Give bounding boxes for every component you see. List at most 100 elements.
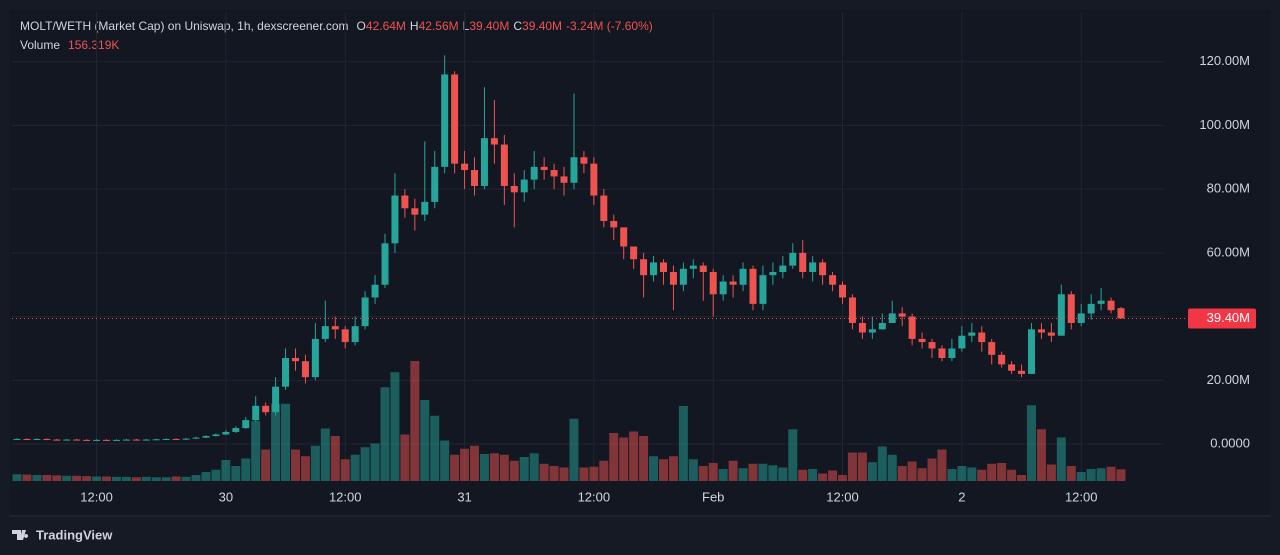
candle-body — [610, 221, 618, 228]
candle-body — [222, 431, 230, 435]
ohlc-value: 39.40M — [522, 19, 562, 33]
ohlc-key: O — [357, 19, 366, 33]
volume-bar — [1106, 466, 1116, 481]
volume-bar — [549, 466, 559, 481]
volume-bar — [350, 454, 360, 481]
chart-title: MOLT/WETH (Market Cap) on Uniswap, 1h, d… — [20, 19, 349, 33]
candle-body — [43, 438, 51, 440]
volume-bar — [987, 463, 997, 481]
candle-body — [500, 144, 508, 186]
volume-bar — [231, 466, 241, 481]
candle-body — [689, 265, 697, 269]
volume-bar — [678, 406, 688, 481]
candle-body — [490, 138, 498, 145]
candle-body — [998, 354, 1006, 365]
candle-body — [351, 326, 359, 343]
volume-bar — [290, 449, 300, 481]
volume-bar — [1036, 429, 1046, 481]
x-tick-label: Feb — [702, 489, 724, 504]
volume-bar — [161, 477, 171, 481]
x-tick-label: 12:00 — [80, 489, 113, 504]
candle-body — [1047, 332, 1055, 336]
volume-bar — [529, 453, 539, 481]
candle-body — [142, 439, 150, 441]
candle-body — [451, 74, 459, 164]
volume-bar — [808, 469, 818, 481]
candle-body — [769, 271, 777, 276]
candle-body — [63, 439, 71, 441]
volume-bar — [72, 475, 82, 481]
candle-body — [291, 358, 299, 362]
header: MOLT/WETH (Market Cap) on Uniswap, 1h, d… — [20, 19, 653, 33]
candle-body — [868, 329, 876, 333]
y-tick-label: 120.00M — [1199, 53, 1250, 68]
candle-body — [411, 208, 419, 215]
candle-body — [480, 138, 488, 186]
volume-bar — [131, 477, 141, 481]
volume-bar — [589, 466, 599, 481]
candle-body — [819, 262, 827, 276]
volume-bar — [758, 463, 768, 481]
volume-bar — [977, 469, 987, 481]
volume-bar — [519, 457, 529, 481]
candle-body — [152, 439, 160, 441]
candle-body — [1107, 300, 1115, 311]
volume-bar — [559, 467, 569, 481]
volume-bar — [957, 466, 967, 481]
volume-bar — [1096, 468, 1106, 481]
volume-bar — [489, 453, 499, 481]
volume-header: Volume 156.319K — [20, 38, 119, 52]
volume-bar — [201, 472, 211, 481]
candle-body — [590, 163, 598, 196]
volume-bar — [410, 361, 420, 481]
volume-bar — [42, 475, 52, 481]
brand: TradingView — [36, 527, 113, 542]
candle-body — [103, 439, 111, 441]
candle-body — [560, 176, 568, 183]
volume-bar — [141, 476, 151, 481]
volume-bar — [539, 463, 549, 481]
candle-body — [321, 326, 329, 339]
volume-bar — [1017, 475, 1027, 481]
volume-bar — [748, 463, 758, 481]
candle-body — [93, 439, 101, 441]
volume-bar — [340, 459, 350, 481]
volume-bar — [698, 466, 708, 481]
volume-bar — [450, 454, 460, 481]
volume-bar — [668, 456, 678, 481]
volume-bar — [52, 475, 62, 481]
candle-body — [172, 438, 180, 440]
ohlc-key: L — [463, 19, 470, 33]
candle-body — [630, 246, 638, 260]
candle-body — [510, 185, 518, 193]
candle-body — [650, 262, 658, 276]
volume-bar — [599, 460, 609, 481]
candle-body — [530, 166, 538, 180]
volume-bar — [967, 467, 977, 481]
volume-bar — [32, 475, 42, 481]
volume-bar — [151, 477, 161, 481]
y-tick-label: 0.0000 — [1210, 435, 1250, 450]
candle-body — [908, 316, 916, 339]
volume-bar — [320, 428, 330, 481]
volume-bar — [181, 476, 191, 481]
candle-body — [898, 313, 906, 317]
volume-bar — [877, 446, 887, 481]
volume-bar — [788, 429, 798, 481]
candle-body — [23, 438, 31, 440]
candle-body — [749, 268, 757, 304]
volume-bar — [639, 436, 649, 481]
volume-bar — [847, 452, 857, 481]
volume-bar — [211, 469, 221, 481]
candle-body — [520, 179, 528, 193]
volume-bar — [380, 387, 390, 481]
volume-bar — [420, 400, 430, 481]
volume-bar — [460, 448, 470, 481]
volume-bar — [867, 462, 877, 481]
y-tick-label: 20.00M — [1207, 372, 1250, 387]
candle-body — [958, 335, 966, 349]
candle-body — [331, 326, 339, 330]
x-tick-label: 12:00 — [329, 489, 362, 504]
volume-bar — [997, 463, 1007, 481]
volume-bar — [937, 449, 947, 481]
